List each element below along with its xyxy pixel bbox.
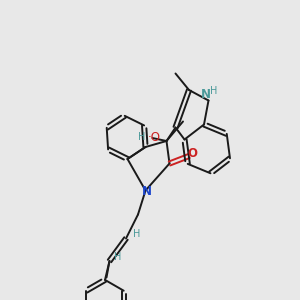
Text: N: N xyxy=(142,184,152,198)
Text: N: N xyxy=(201,88,211,101)
Text: H: H xyxy=(210,86,217,97)
Text: ·O: ·O xyxy=(147,131,160,144)
Text: H: H xyxy=(114,251,122,262)
Text: H: H xyxy=(133,229,140,239)
Text: O: O xyxy=(188,147,198,160)
Text: H: H xyxy=(137,132,145,142)
